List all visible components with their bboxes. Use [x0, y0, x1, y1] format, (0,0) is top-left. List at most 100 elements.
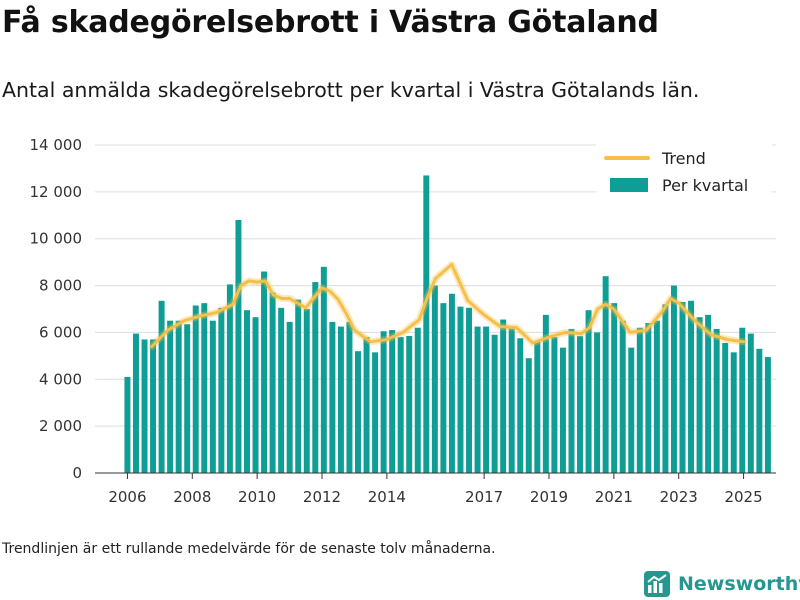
bar [688, 300, 695, 473]
bar [372, 352, 379, 473]
legend-bar-label: Per kvartal [662, 176, 748, 195]
bar [542, 314, 549, 473]
bar [764, 357, 771, 473]
bar [389, 330, 396, 473]
chart-title: Få skadegörelsebrott i Västra Götaland [2, 5, 659, 40]
bar [397, 337, 404, 473]
bar [525, 358, 532, 473]
x-tick-label: 2021 [595, 488, 633, 506]
bar [380, 331, 387, 473]
bar [329, 321, 336, 473]
bar [167, 320, 174, 473]
bar [303, 309, 310, 473]
y-tick-label: 10 000 [30, 230, 83, 248]
bar [585, 310, 592, 473]
bar [611, 303, 618, 473]
bar [355, 351, 361, 473]
legend-bar-swatch [610, 178, 648, 192]
bar [201, 303, 208, 473]
bar [209, 320, 216, 473]
x-tick-label: 2010 [238, 488, 276, 506]
bar [226, 284, 233, 473]
bar [158, 300, 165, 473]
bar [235, 219, 242, 473]
bar-series [124, 175, 771, 473]
bar [312, 282, 319, 473]
bar [474, 326, 481, 473]
bar [483, 326, 490, 473]
bar [679, 301, 686, 473]
bar [406, 335, 413, 473]
bar [457, 306, 464, 473]
bar [320, 266, 327, 473]
footnote: Trendlinjen är ett rullande medelvärde f… [2, 541, 496, 557]
bar [243, 310, 250, 473]
bar [278, 307, 285, 473]
bar [577, 335, 584, 473]
legend-background [596, 142, 772, 204]
bar [286, 321, 293, 473]
bar [756, 348, 763, 473]
x-tick-label: 2008 [173, 488, 211, 506]
bar [252, 317, 259, 473]
x-tick-label: 2017 [465, 488, 503, 506]
x-tick-label: 2012 [303, 488, 341, 506]
bar [730, 352, 737, 473]
bar [628, 347, 635, 473]
trend-series [148, 261, 748, 350]
bar [500, 319, 507, 473]
bar [423, 175, 430, 473]
bar [184, 324, 191, 473]
bar [705, 314, 712, 473]
newsworthy-logo-icon [644, 571, 670, 597]
x-tick-label: 2023 [660, 488, 698, 506]
axes: 0 2 000 4 000 6 000 8 000 10 000 12 000 14 000 2… [30, 136, 776, 506]
newsworthy-logo-text: Newsworthy [678, 573, 800, 595]
bar [662, 304, 669, 473]
bar [150, 339, 157, 473]
legend: Trend Per kvartal [596, 142, 772, 204]
newsworthy-logo: Newsworthy [644, 569, 800, 599]
bar [440, 303, 447, 473]
bar [568, 328, 575, 473]
bar [175, 320, 182, 473]
y-tick-label: 2 000 [39, 417, 82, 435]
bar [602, 276, 609, 473]
bar [132, 333, 139, 473]
y-tick-label: 4 000 [39, 370, 82, 388]
y-tick-label: 6 000 [39, 323, 82, 341]
bar [713, 328, 720, 473]
bar [141, 339, 148, 473]
bar [508, 327, 515, 473]
bar [414, 327, 421, 473]
y-tick-label: 14 000 [30, 136, 83, 154]
bar [653, 320, 660, 473]
x-tick-label: 2006 [108, 488, 146, 506]
bar [696, 317, 703, 473]
bar [636, 327, 643, 473]
chart-subtitle: Antal anmälda skadegörelsebrott per kvar… [2, 78, 700, 102]
bar [466, 307, 472, 473]
bar [619, 320, 626, 473]
bar [670, 285, 677, 473]
y-tick-label: 8 000 [39, 277, 82, 295]
bar [559, 347, 566, 473]
bar [431, 285, 438, 473]
x-tick-label: 2014 [368, 488, 406, 506]
bar [517, 338, 524, 473]
bar [551, 337, 558, 473]
bar [269, 292, 276, 473]
bar [261, 271, 268, 473]
bar [218, 307, 225, 473]
bar [448, 293, 455, 473]
y-tick-label: 12 000 [30, 183, 83, 201]
trend-line [150, 263, 746, 348]
bar [192, 305, 199, 473]
bar [124, 376, 131, 473]
chart-plot: 0 2 000 4 000 6 000 8 000 10 000 12 000 14 000 2… [30, 136, 776, 506]
bar [491, 334, 498, 473]
legend-trend-label: Trend [661, 149, 706, 168]
x-tick-label: 2019 [530, 488, 568, 506]
bar [594, 332, 601, 473]
y-tick-label: 0 [72, 464, 82, 482]
